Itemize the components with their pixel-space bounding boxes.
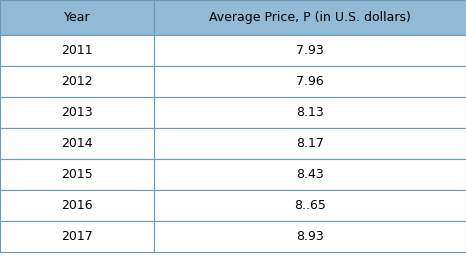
Bar <box>154 0 466 35</box>
Bar <box>0 97 154 128</box>
Text: Year: Year <box>63 11 90 24</box>
Text: 8.17: 8.17 <box>296 137 324 150</box>
Text: 2014: 2014 <box>61 137 93 150</box>
Bar <box>0 159 154 190</box>
Text: 2015: 2015 <box>61 168 93 181</box>
Text: 2011: 2011 <box>61 44 93 57</box>
Bar <box>154 159 466 190</box>
Bar <box>0 128 154 159</box>
Text: 8.43: 8.43 <box>296 168 324 181</box>
Text: 2012: 2012 <box>61 75 93 88</box>
Bar <box>0 190 154 221</box>
Bar <box>154 190 466 221</box>
Bar <box>154 221 466 252</box>
Bar <box>0 66 154 97</box>
Bar <box>154 97 466 128</box>
Bar <box>0 0 154 35</box>
Bar <box>0 221 154 252</box>
Text: 8..65: 8..65 <box>294 199 326 212</box>
Bar <box>0 35 154 66</box>
Text: 2016: 2016 <box>61 199 93 212</box>
Text: 2013: 2013 <box>61 106 93 119</box>
Text: 7.93: 7.93 <box>296 44 324 57</box>
Bar <box>154 66 466 97</box>
Text: 8.13: 8.13 <box>296 106 324 119</box>
Bar <box>154 128 466 159</box>
Text: 2017: 2017 <box>61 230 93 243</box>
Text: Average Price, P (in U.S. dollars): Average Price, P (in U.S. dollars) <box>209 11 411 24</box>
Text: 8.93: 8.93 <box>296 230 324 243</box>
Text: 7.96: 7.96 <box>296 75 324 88</box>
Bar <box>154 35 466 66</box>
